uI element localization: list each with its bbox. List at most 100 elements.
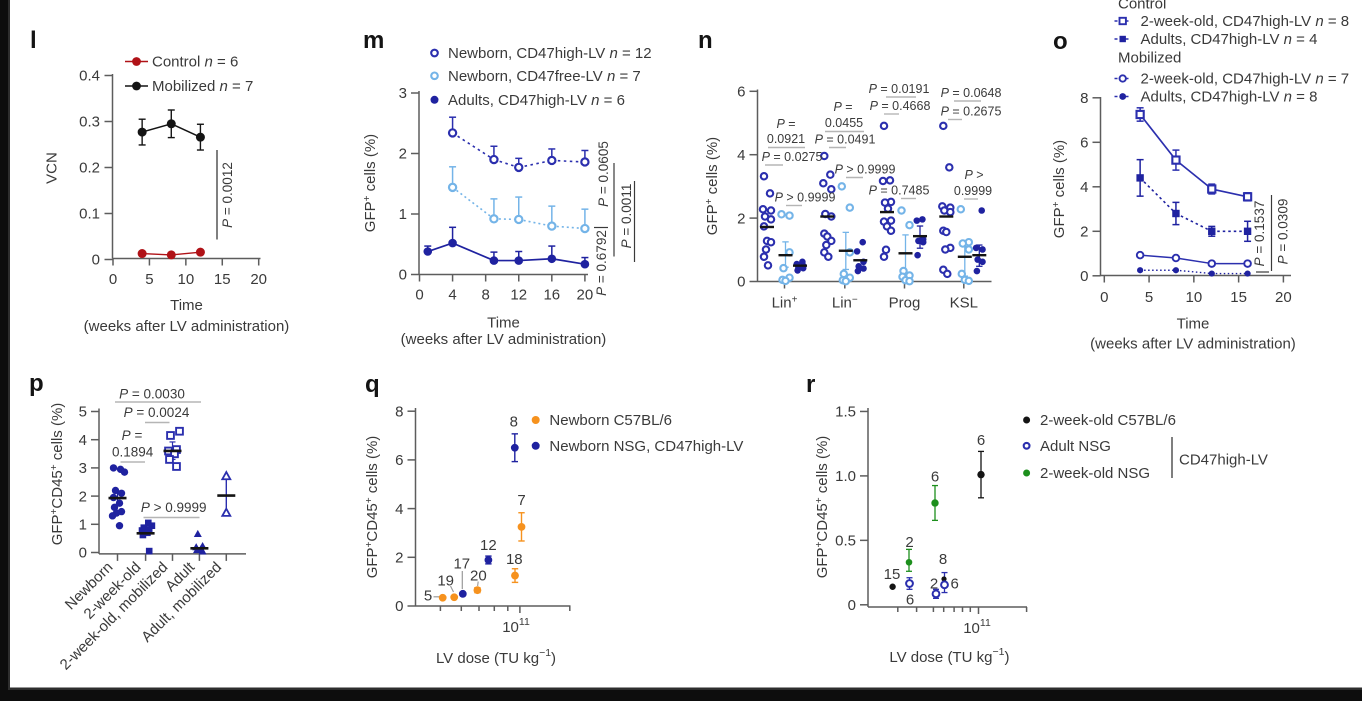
svg-text:Newborn, CD47high-LV n = 12: Newborn, CD47high-LV n = 12	[448, 45, 652, 62]
svg-text:0.0455: 0.0455	[825, 116, 863, 130]
svg-text:P = 0.0191: P = 0.0191	[869, 82, 930, 96]
svg-text:Newborn NSG, CD47high-LV: Newborn NSG, CD47high-LV	[549, 438, 743, 455]
svg-text:17: 17	[453, 556, 470, 573]
svg-text:P = 0.4668: P = 0.4668	[870, 99, 931, 113]
svg-text:P >: P >	[964, 168, 983, 182]
svg-text:r: r	[806, 371, 815, 398]
svg-text:2: 2	[930, 576, 938, 593]
svg-text:(weeks after LV administration: (weeks after LV administration)	[1090, 336, 1296, 353]
svg-text:Mobilized n = 7: Mobilized n = 7	[152, 78, 253, 95]
svg-text:Adult NSG: Adult NSG	[1040, 438, 1111, 455]
svg-text:P = 0.2675: P = 0.2675	[941, 105, 1002, 119]
svg-text:GFP+ cells (%): GFP+ cells (%)	[704, 137, 721, 235]
svg-text:P = 0.6792: P = 0.6792	[594, 230, 609, 296]
svg-text:20: 20	[1275, 289, 1292, 306]
svg-text:0: 0	[109, 271, 117, 288]
svg-text:GFP+CD45+ cells (%): GFP+CD45+ cells (%)	[49, 403, 66, 546]
svg-text:8: 8	[1080, 90, 1088, 107]
svg-text:6: 6	[395, 452, 403, 469]
svg-text:2-week-old NSG: 2-week-old NSG	[1040, 465, 1150, 482]
svg-text:GFP+CD45+ cells (%): GFP+CD45+ cells (%)	[814, 436, 831, 579]
svg-text:6: 6	[737, 84, 745, 101]
svg-text:0: 0	[415, 287, 423, 304]
svg-text:Adults, CD47high-LV n = 8: Adults, CD47high-LV n = 8	[1141, 89, 1318, 106]
svg-text:P = 0.1537: P = 0.1537	[1252, 201, 1267, 267]
svg-text:Time: Time	[1177, 316, 1210, 333]
svg-text:GFP+ cells (%): GFP+ cells (%)	[362, 134, 379, 232]
svg-text:P = 0.0309: P = 0.0309	[1276, 199, 1291, 265]
svg-text:Mobilized: Mobilized	[1118, 50, 1181, 67]
svg-text:P =: P =	[833, 100, 852, 114]
svg-text:15: 15	[884, 566, 901, 583]
svg-text:5: 5	[424, 588, 432, 605]
svg-text:15: 15	[1230, 289, 1247, 306]
svg-text:Lin−: Lin−	[832, 295, 858, 312]
svg-text:P > 0.9999: P > 0.9999	[775, 191, 836, 205]
svg-text:4: 4	[395, 501, 403, 518]
svg-text:6: 6	[906, 592, 914, 609]
svg-text:10: 10	[178, 271, 195, 288]
svg-text:Newborn, CD47free-LV n = 7: Newborn, CD47free-LV n = 7	[448, 68, 641, 85]
svg-text:q: q	[365, 371, 380, 398]
svg-text:P > 0.9999: P > 0.9999	[141, 500, 207, 515]
svg-text:0.2: 0.2	[79, 160, 100, 177]
svg-text:0: 0	[848, 597, 856, 614]
svg-text:p: p	[29, 370, 44, 397]
svg-text:0.1894: 0.1894	[112, 445, 154, 460]
svg-text:0: 0	[92, 252, 100, 269]
svg-text:6: 6	[1080, 135, 1088, 152]
svg-text:5: 5	[79, 404, 87, 421]
svg-text:P = 0.0012: P = 0.0012	[220, 162, 235, 228]
svg-text:4: 4	[79, 432, 87, 449]
svg-text:P =: P =	[776, 117, 795, 131]
svg-text:0: 0	[395, 598, 403, 615]
svg-text:3: 3	[79, 460, 87, 477]
svg-text:6: 6	[951, 576, 959, 593]
svg-text:0.3: 0.3	[79, 114, 100, 131]
svg-text:1.5: 1.5	[835, 404, 856, 421]
svg-text:20: 20	[250, 271, 267, 288]
svg-text:2-week-old, CD47high-LV n = 7: 2-week-old, CD47high-LV n = 7	[1141, 71, 1350, 88]
svg-text:5: 5	[1145, 289, 1153, 306]
svg-text:4: 4	[448, 287, 456, 304]
svg-text:Adults, CD47high-LV n = 6: Adults, CD47high-LV n = 6	[448, 92, 625, 109]
svg-text:Adults, CD47high-LV n = 4: Adults, CD47high-LV n = 4	[1141, 31, 1318, 48]
svg-text:1: 1	[79, 517, 87, 534]
svg-text:Control: Control	[1118, 0, 1166, 13]
svg-text:CD47high-LV: CD47high-LV	[1179, 452, 1268, 469]
svg-text:P = 0.0648: P = 0.0648	[941, 86, 1002, 100]
svg-text:P = 0.0030: P = 0.0030	[119, 387, 185, 402]
svg-text:2-week-old C57BL/6: 2-week-old C57BL/6	[1040, 412, 1176, 429]
svg-text:4: 4	[737, 147, 745, 164]
svg-text:8: 8	[395, 403, 403, 420]
svg-text:15: 15	[214, 271, 231, 288]
svg-text:16: 16	[543, 287, 560, 304]
svg-text:Prog: Prog	[889, 295, 921, 312]
svg-text:2: 2	[395, 550, 403, 567]
svg-text:0.1: 0.1	[79, 206, 100, 223]
svg-text:P = 0.0024: P = 0.0024	[124, 405, 190, 420]
svg-text:Time: Time	[487, 315, 520, 332]
svg-text:(weeks after LV administration: (weeks after LV administration)	[84, 318, 290, 335]
svg-text:Time: Time	[170, 297, 203, 314]
svg-text:8: 8	[510, 414, 518, 431]
svg-text:(weeks after LV administration: (weeks after LV administration)	[401, 331, 607, 348]
svg-text:3: 3	[399, 85, 407, 102]
svg-text:2: 2	[1080, 224, 1088, 241]
svg-text:6: 6	[931, 469, 939, 486]
svg-text:1: 1	[399, 206, 407, 223]
svg-text:Control n = 6: Control n = 6	[152, 54, 238, 71]
svg-text:5: 5	[145, 271, 153, 288]
svg-text:P > 0.9999: P > 0.9999	[835, 163, 896, 177]
svg-text:8: 8	[481, 287, 489, 304]
svg-text:0.0921: 0.0921	[767, 132, 805, 146]
svg-text:2-week-old, CD47high-LV n = 8: 2-week-old, CD47high-LV n = 8	[1141, 13, 1350, 30]
svg-text:10: 10	[1186, 289, 1203, 306]
svg-text:0: 0	[1080, 268, 1088, 285]
svg-text:2: 2	[399, 146, 407, 163]
svg-text:Newborn C57BL/6: Newborn C57BL/6	[549, 412, 672, 429]
svg-text:0.9999: 0.9999	[954, 184, 992, 198]
svg-text:l: l	[30, 27, 37, 54]
svg-text:12: 12	[510, 287, 527, 304]
svg-text:P =: P =	[122, 428, 143, 443]
